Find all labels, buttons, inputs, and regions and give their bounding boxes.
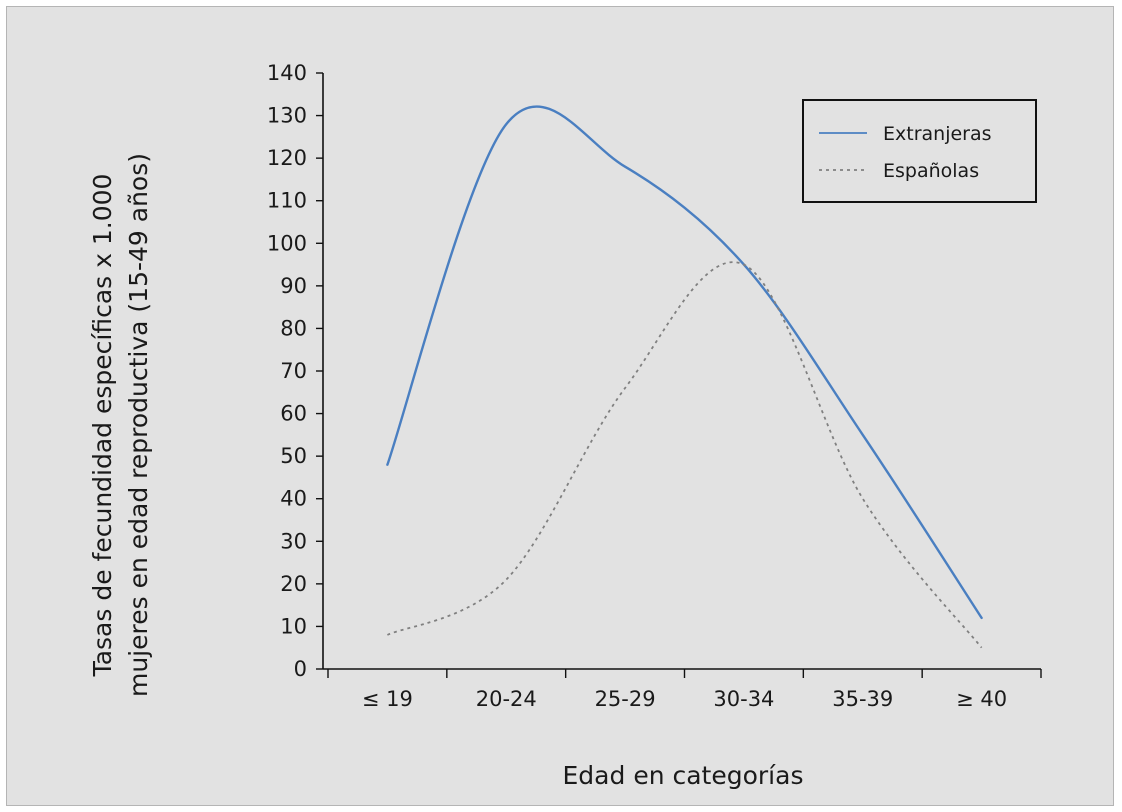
- y-tick-label: 90: [280, 274, 307, 298]
- y-tick-label: 110: [267, 189, 307, 213]
- x-tick-label: 35-39: [832, 687, 893, 711]
- y-tick-label: 80: [280, 316, 307, 340]
- series-lines: [386, 105, 983, 649]
- y-tick-label: 50: [280, 444, 307, 468]
- x-tick-label: ≥ 40: [956, 687, 1007, 711]
- line-chart: 0 10 20 30 40 50 60 70 80 90 100 110 120 130 140 ≤ 19 2…: [88, 61, 1042, 790]
- series-line-espanolas: [387, 261, 983, 649]
- y-tick-label: 10: [280, 614, 307, 638]
- legend-label-espanolas: Españolas: [883, 160, 979, 182]
- y-tick-label: 140: [267, 61, 307, 85]
- chart-figure: 0 10 20 30 40 50 60 70 80 90 100 110 120 130 140 ≤ 19 2…: [6, 6, 1114, 806]
- y-axis-ticks: 0 10 20 30 40 50 60 70 80 90 100 110 120 130 140: [267, 61, 323, 681]
- x-tick-label: ≤ 19: [362, 687, 413, 711]
- x-axis-title: Edad en categorías: [563, 761, 804, 790]
- y-tick-label: 130: [267, 104, 307, 128]
- y-axis-title-line-2: mujeres en edad reproductiva (15-49 años…: [124, 153, 153, 697]
- series-line-extranjeras: [386, 105, 983, 620]
- y-tick-label: 20: [280, 572, 307, 596]
- x-axis-ticks: ≤ 19 20-24 25-29 30-34 35-39 ≥ 40: [327, 669, 1042, 711]
- x-tick-label: 20-24: [476, 687, 537, 711]
- y-tick-label: 30: [280, 529, 307, 553]
- y-tick-label: 70: [280, 359, 307, 383]
- y-tick-label: 60: [280, 402, 307, 426]
- y-tick-label: 0: [294, 657, 307, 681]
- y-tick-label: 100: [267, 231, 307, 255]
- y-tick-label: 120: [267, 146, 307, 170]
- legend-label-extranjeras: Extranjeras: [883, 123, 992, 145]
- y-tick-label: 40: [280, 487, 307, 511]
- legend-box: [802, 99, 1037, 203]
- x-tick-label: 25-29: [595, 687, 656, 711]
- legend: Extranjeras Españolas: [802, 99, 1037, 203]
- y-axis-title-line-1: Tasas de fecundidad específicas x 1.000: [88, 174, 117, 678]
- x-tick-label: 30-34: [713, 687, 774, 711]
